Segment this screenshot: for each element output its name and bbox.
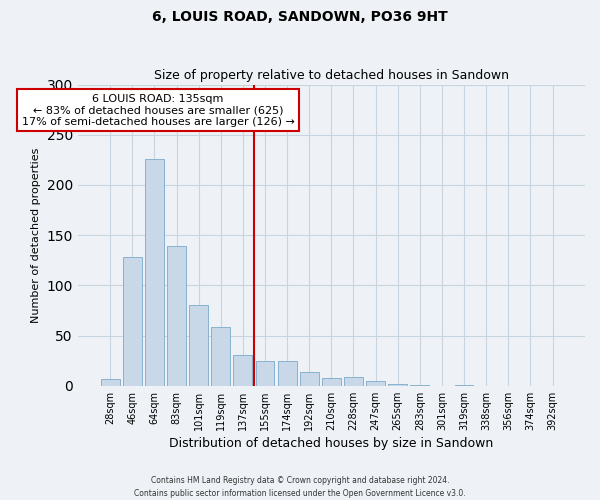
Bar (211, 326, 230, 386)
X-axis label: Distribution of detached houses by size in Sandown: Distribution of detached houses by size … (169, 437, 493, 450)
Bar (278, 360, 296, 386)
Bar (322, 378, 341, 386)
Bar (455, 385, 473, 386)
Bar (388, 384, 407, 386)
Bar (167, 246, 186, 386)
Y-axis label: Number of detached properties: Number of detached properties (31, 148, 41, 323)
Text: Contains HM Land Registry data © Crown copyright and database right 2024.
Contai: Contains HM Land Registry data © Crown c… (134, 476, 466, 498)
Text: 6, LOUIS ROAD, SANDOWN, PO36 9HT: 6, LOUIS ROAD, SANDOWN, PO36 9HT (152, 10, 448, 24)
Bar (145, 159, 164, 386)
Bar (256, 360, 274, 386)
Bar (101, 379, 119, 386)
Bar (344, 377, 363, 386)
Bar (366, 381, 385, 386)
Text: 6 LOUIS ROAD: 135sqm
← 83% of detached houses are smaller (625)
17% of semi-deta: 6 LOUIS ROAD: 135sqm ← 83% of detached h… (22, 94, 295, 127)
Bar (233, 354, 252, 386)
Bar (410, 385, 429, 386)
Bar (300, 372, 319, 386)
Bar (189, 306, 208, 386)
Bar (123, 258, 142, 386)
Title: Size of property relative to detached houses in Sandown: Size of property relative to detached ho… (154, 69, 509, 82)
